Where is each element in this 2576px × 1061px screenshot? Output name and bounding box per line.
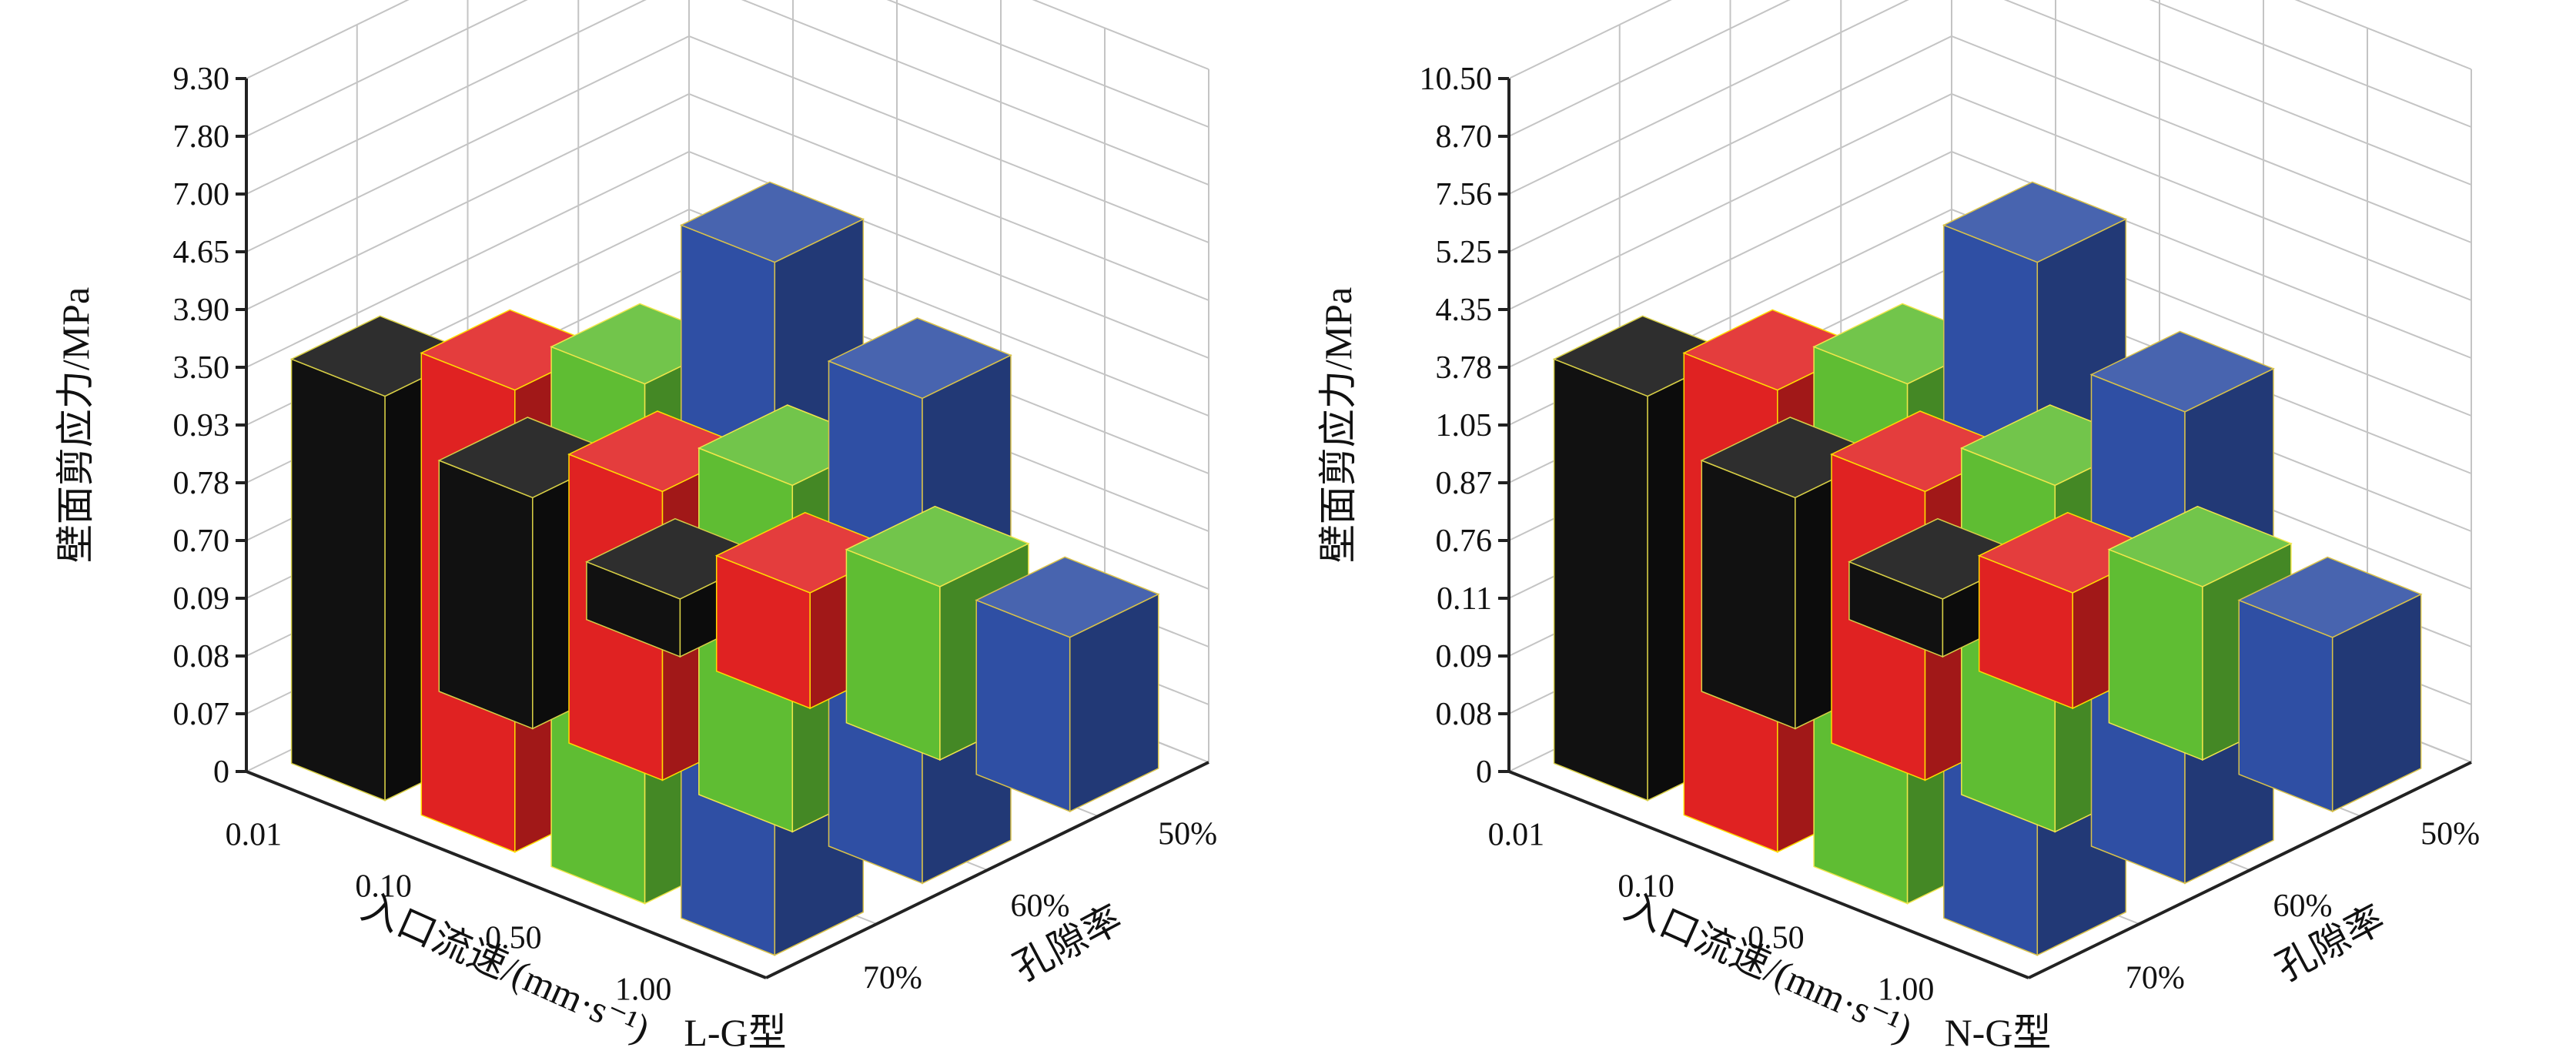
bars (289, 181, 1160, 956)
x-tick-label: 0.50 (1748, 921, 1805, 956)
z-tick-label: 0.08 (1436, 697, 1493, 732)
bar-front-face (438, 459, 534, 730)
z-tick-label: 7.00 (173, 177, 230, 213)
bar-top-face (2237, 556, 2423, 638)
z-tick-label: 0.93 (173, 408, 230, 443)
y-tick-label: 60% (1011, 889, 1070, 924)
z-tick-label: 0.70 (173, 524, 230, 559)
y-tick-label: 70% (2126, 960, 2185, 996)
bar-top-face (845, 505, 1030, 587)
x-axis-label: 入口流速/(mm·s⁻¹) (356, 885, 656, 1050)
z-tick-label: 4.65 (173, 235, 230, 270)
bar-top-face (679, 181, 865, 263)
axes (236, 77, 1209, 979)
z-tick-label: 5.25 (1436, 235, 1493, 270)
axes (1498, 77, 2472, 979)
bar-top-face (827, 317, 1012, 400)
y-tick-label: 60% (2273, 889, 2333, 924)
y-tick-label: 70% (863, 960, 922, 996)
z-tick-label: 0.09 (1436, 639, 1493, 674)
y-tick-label: 50% (1158, 817, 1217, 852)
z-tick-label: 0.07 (173, 697, 230, 732)
chart-left-lg: 0 0.07 0.08 0.09 0.70 0.78 0.93 3.50 3.90 4.65 7.0… (54, 0, 1217, 1054)
chart-right-ng: 0 0.08 0.09 0.11 0.76 0.87 1.05 3.78 4.35 5.25 7.5… (1316, 0, 2480, 1054)
bar-top-face (2107, 505, 2293, 587)
x-tick-label: 0.10 (355, 869, 412, 905)
y-axis (765, 761, 1209, 979)
z-tick-label: 0 (1476, 755, 1492, 790)
z-tick-label: 3.50 (173, 350, 230, 386)
bar (2237, 556, 2423, 813)
z-tick-label: 9.30 (173, 62, 230, 97)
grid-line (1508, 0, 2472, 137)
panel-label: L-G型 (684, 1011, 786, 1054)
x-axis-label: 入口流速/(mm·s⁻¹) (1618, 885, 1919, 1050)
bar (975, 556, 1160, 813)
bar-front-face (1701, 459, 1796, 730)
z-tick-label: 0.76 (1436, 524, 1493, 559)
x-tick-label: 0.01 (226, 818, 283, 853)
bar-top-face (2089, 330, 2275, 413)
grid-line (1508, 0, 2472, 79)
bar-top-face (1942, 181, 2128, 263)
bar-top-face (975, 556, 1160, 638)
x-tick-label: 1.00 (615, 972, 672, 1008)
z-tick-label: 0.87 (1436, 466, 1493, 501)
grid-line (246, 0, 1209, 79)
z-tick-label: 0 (213, 755, 229, 790)
x-tick-label: 0.50 (485, 921, 542, 956)
bars (1552, 181, 2423, 956)
x-tick-label: 1.00 (1878, 972, 1935, 1008)
z-tick-label: 3.78 (1436, 350, 1493, 386)
z-tick-label: 1.05 (1436, 408, 1493, 443)
z-tick-label: 10.50 (1420, 62, 1493, 97)
z-axis-label: 壁面剪应力/MPa (54, 287, 97, 563)
z-axis-label: 壁面剪应力/MPa (1316, 287, 1360, 563)
z-tick-label: 0.09 (173, 581, 230, 617)
z-tick-label: 7.80 (173, 119, 230, 155)
z-tick-label: 8.70 (1436, 119, 1493, 155)
grid-line (246, 0, 1209, 137)
grid-line (246, 0, 1209, 195)
z-tick-label: 0.11 (1437, 581, 1492, 617)
x-tick-label: 0.01 (1488, 818, 1545, 853)
x-tick-label: 0.10 (1618, 869, 1674, 905)
bar-front-face (290, 358, 386, 802)
panel-label: N-G型 (1945, 1011, 2052, 1054)
x-axis (246, 770, 767, 979)
z-tick-label: 0.78 (173, 466, 230, 501)
z-tick-label: 3.90 (173, 293, 230, 328)
z-tick-label: 7.56 (1436, 177, 1493, 213)
grid-line (1508, 0, 2472, 195)
y-axis (2028, 761, 2472, 979)
y-tick-label: 50% (2420, 817, 2480, 852)
z-tick-label: 4.35 (1436, 293, 1493, 328)
x-axis (1508, 770, 2029, 979)
bar-front-face (1553, 358, 1648, 802)
z-tick-label: 0.08 (173, 639, 230, 674)
